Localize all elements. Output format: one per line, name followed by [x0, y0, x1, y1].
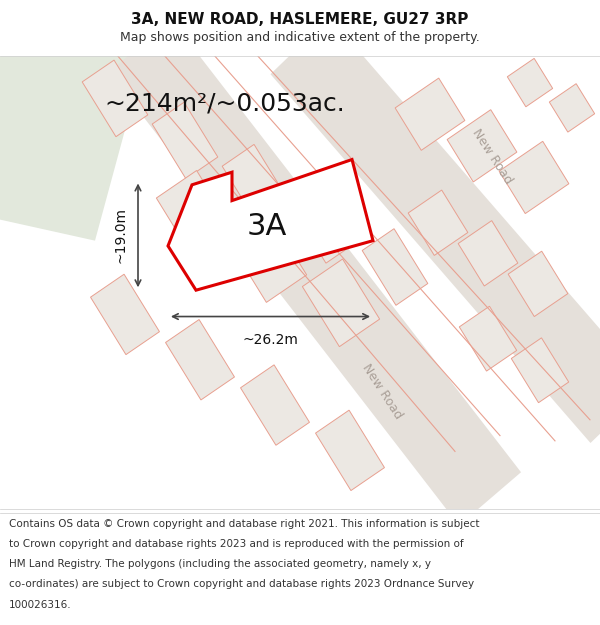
Text: ~26.2m: ~26.2m [242, 333, 298, 348]
Polygon shape [550, 84, 595, 132]
Polygon shape [82, 60, 148, 137]
Text: 3A: 3A [247, 211, 287, 241]
Text: New Road: New Road [359, 361, 404, 421]
Polygon shape [362, 229, 428, 305]
Polygon shape [241, 365, 310, 445]
Polygon shape [395, 78, 465, 151]
Text: ~19.0m: ~19.0m [114, 208, 128, 263]
Polygon shape [152, 102, 218, 179]
Text: co-ordinates) are subject to Crown copyright and database rights 2023 Ordnance S: co-ordinates) are subject to Crown copyr… [9, 579, 474, 589]
Polygon shape [0, 56, 145, 241]
Text: to Crown copyright and database rights 2023 and is reproduced with the permissio: to Crown copyright and database rights 2… [9, 539, 464, 549]
Polygon shape [271, 18, 600, 443]
Polygon shape [229, 215, 307, 302]
Polygon shape [459, 306, 517, 371]
Polygon shape [508, 58, 553, 107]
Polygon shape [511, 338, 569, 402]
Polygon shape [109, 19, 521, 526]
Text: ~214m²/~0.053ac.: ~214m²/~0.053ac. [104, 92, 346, 116]
Text: 100026316.: 100026316. [9, 599, 71, 609]
Text: 3A, NEW ROAD, HASLEMERE, GU27 3RP: 3A, NEW ROAD, HASLEMERE, GU27 3RP [131, 12, 469, 28]
Polygon shape [222, 144, 288, 221]
Text: HM Land Registry. The polygons (including the associated geometry, namely x, y: HM Land Registry. The polygons (includin… [9, 559, 431, 569]
Polygon shape [508, 251, 568, 316]
Polygon shape [302, 259, 380, 347]
Polygon shape [408, 190, 468, 256]
Polygon shape [91, 274, 160, 354]
Polygon shape [168, 159, 373, 290]
Polygon shape [447, 110, 517, 182]
Text: New Road: New Road [469, 126, 515, 186]
Polygon shape [499, 141, 569, 214]
Text: Map shows position and indicative extent of the property.: Map shows position and indicative extent… [120, 31, 480, 44]
Polygon shape [316, 410, 385, 491]
Polygon shape [292, 186, 358, 263]
Polygon shape [166, 319, 235, 400]
Polygon shape [157, 171, 233, 258]
Text: Contains OS data © Crown copyright and database right 2021. This information is : Contains OS data © Crown copyright and d… [9, 519, 479, 529]
Polygon shape [458, 221, 518, 286]
